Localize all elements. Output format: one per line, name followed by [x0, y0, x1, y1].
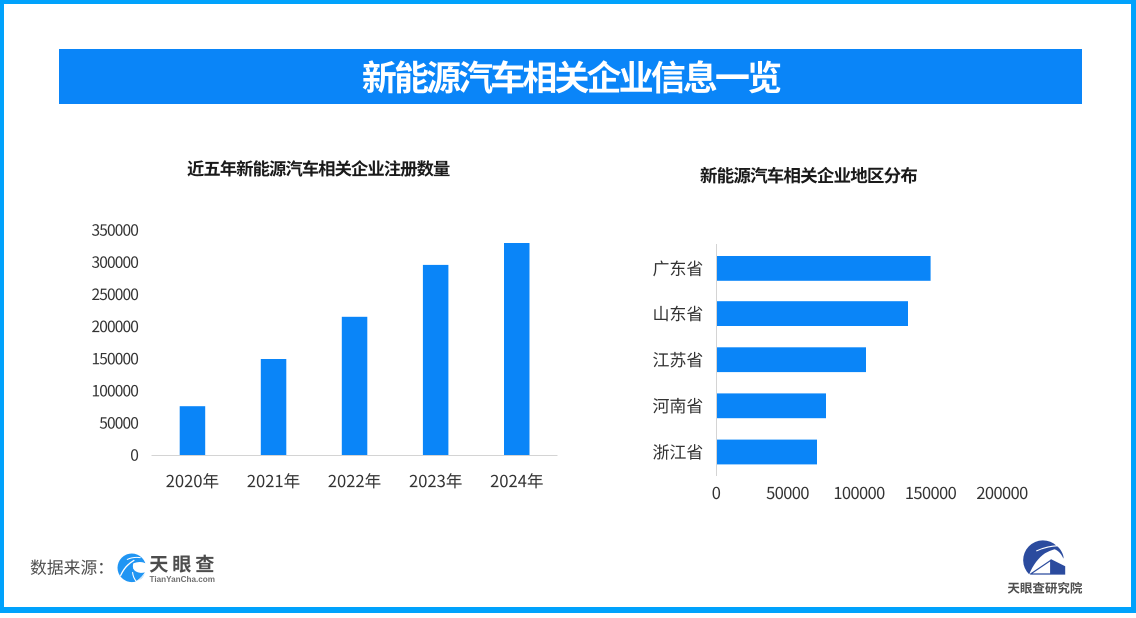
svg-text:TianYanCha.com: TianYanCha.com	[150, 574, 216, 584]
